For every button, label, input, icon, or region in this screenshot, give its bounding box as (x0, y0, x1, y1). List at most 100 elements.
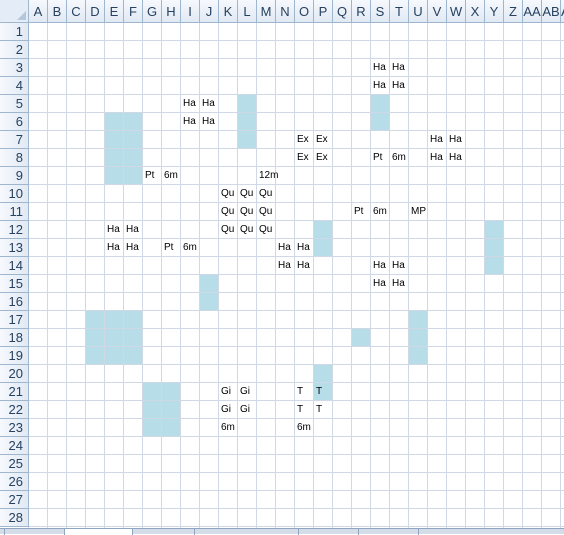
cell-value[interactable]: Ha (183, 116, 196, 127)
row-header[interactable]: 20 (0, 365, 29, 383)
shaded-region[interactable] (86, 311, 143, 365)
column-header[interactable]: T (390, 0, 409, 23)
row-header[interactable]: 14 (0, 257, 29, 275)
sheet-tab[interactable] (64, 529, 133, 535)
column-header[interactable]: R (352, 0, 371, 23)
row-header[interactable]: 7 (0, 131, 29, 149)
shaded-region[interactable] (314, 221, 333, 257)
row-header[interactable]: 21 (0, 383, 29, 401)
cell-value[interactable]: 6m (164, 170, 178, 181)
row-header[interactable]: 12 (0, 221, 29, 239)
shaded-region[interactable] (200, 275, 219, 311)
cell-value[interactable]: Ha (202, 116, 215, 127)
cell-value[interactable]: Ex (316, 152, 328, 163)
cell-value[interactable]: Ex (297, 152, 309, 163)
column-header[interactable]: AA (523, 0, 542, 23)
sheet-tab[interactable] (132, 529, 195, 535)
row-header[interactable]: 19 (0, 347, 29, 365)
column-header[interactable]: N (276, 0, 295, 23)
row-header[interactable]: 4 (0, 77, 29, 95)
sheet-tab[interactable] (194, 529, 299, 535)
column-header[interactable]: U (409, 0, 428, 23)
column-header[interactable]: X (466, 0, 485, 23)
cell-value[interactable]: Pt (354, 206, 364, 217)
row-header[interactable]: 15 (0, 275, 29, 293)
cell-value[interactable]: Ha (392, 62, 405, 73)
cell-value[interactable]: 6m (373, 206, 387, 217)
row-header[interactable]: 28 (0, 509, 29, 527)
column-header[interactable]: P (314, 0, 333, 23)
shaded-region[interactable] (314, 365, 333, 401)
shaded-region[interactable] (105, 113, 143, 185)
cell-value[interactable]: Ha (278, 260, 291, 271)
row-header[interactable]: 6 (0, 113, 29, 131)
cell-value[interactable]: Ha (126, 224, 139, 235)
cell-value[interactable]: Qu (240, 206, 254, 217)
cell-value[interactable]: Qu (259, 224, 273, 235)
cell-value[interactable]: Ha (392, 260, 405, 271)
cell-value[interactable]: Qu (240, 224, 254, 235)
cell-value[interactable]: Ha (107, 224, 120, 235)
cell-value[interactable]: Ha (430, 152, 443, 163)
cell-value[interactable]: Ha (183, 98, 196, 109)
cell-value[interactable]: T (297, 404, 304, 415)
cell-value[interactable]: Qu (221, 206, 235, 217)
cell-value[interactable]: Ex (297, 134, 309, 145)
cell-value[interactable]: Qu (221, 224, 235, 235)
row-header[interactable]: 27 (0, 491, 29, 509)
column-header[interactable]: Y (485, 0, 504, 23)
cell-value[interactable]: Ha (373, 80, 386, 91)
row-header[interactable]: 8 (0, 149, 29, 167)
cell-value[interactable]: Pt (145, 170, 155, 181)
row-header[interactable]: 2 (0, 41, 29, 59)
cell-value[interactable]: 6m (392, 152, 406, 163)
column-header[interactable]: J (200, 0, 219, 23)
cell-value[interactable]: T (297, 386, 304, 397)
column-header[interactable]: I (181, 0, 200, 23)
cell-value[interactable]: 6m (183, 242, 197, 253)
select-all-corner[interactable] (0, 0, 29, 23)
column-header[interactable]: E (105, 0, 124, 23)
row-header[interactable]: 22 (0, 401, 29, 419)
cell-value[interactable]: Ha (297, 260, 310, 271)
cell-value[interactable]: Ha (449, 152, 462, 163)
column-header[interactable]: G (143, 0, 162, 23)
column-header[interactable]: L (238, 0, 257, 23)
cell-value[interactable]: Qu (259, 188, 273, 199)
row-header[interactable]: 26 (0, 473, 29, 491)
row-header[interactable]: 16 (0, 293, 29, 311)
cell-value[interactable]: Ha (392, 278, 405, 289)
cell-value[interactable]: Ha (430, 134, 443, 145)
cell-value[interactable]: Pt (373, 152, 383, 163)
cell-value[interactable]: Ha (202, 98, 215, 109)
cell-value[interactable]: Qu (240, 188, 254, 199)
column-header[interactable]: D (86, 0, 105, 23)
column-header[interactable]: B (48, 0, 67, 23)
cell-value[interactable]: Gi (240, 386, 250, 397)
cell-value[interactable]: Gi (240, 404, 250, 415)
cell-value[interactable]: MP (411, 206, 426, 217)
shaded-region[interactable] (371, 95, 390, 131)
row-header[interactable]: 1 (0, 23, 29, 41)
column-header[interactable]: F (124, 0, 143, 23)
shaded-region[interactable] (485, 221, 504, 275)
column-header[interactable]: C (67, 0, 86, 23)
shaded-region[interactable] (352, 329, 371, 347)
column-header[interactable]: Z (504, 0, 523, 23)
row-header[interactable]: 3 (0, 59, 29, 77)
row-header[interactable]: 11 (0, 203, 29, 221)
column-header[interactable]: Q (333, 0, 352, 23)
cell-value[interactable]: T (316, 386, 323, 397)
cell-value[interactable]: Qu (221, 188, 235, 199)
column-header[interactable]: V (428, 0, 447, 23)
row-header[interactable]: 25 (0, 455, 29, 473)
cell-value[interactable]: Ha (373, 278, 386, 289)
shaded-region[interactable] (143, 383, 181, 437)
cell-value[interactable]: Ha (107, 242, 120, 253)
row-header[interactable]: 17 (0, 311, 29, 329)
cell-value[interactable]: Qu (259, 206, 273, 217)
row-header[interactable]: 23 (0, 419, 29, 437)
row-header[interactable]: 18 (0, 329, 29, 347)
column-header[interactable]: M (257, 0, 276, 23)
